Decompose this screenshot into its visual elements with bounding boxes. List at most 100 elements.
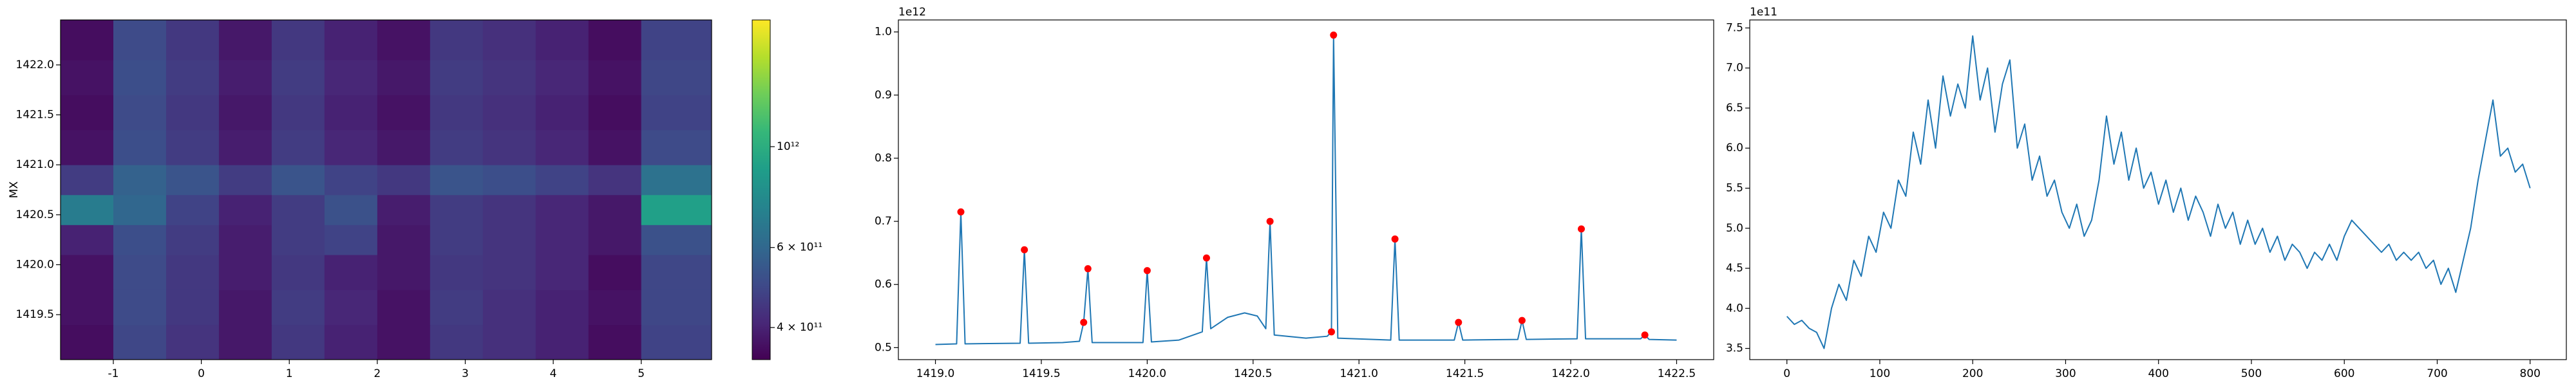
heatmap-cell (482, 324, 536, 360)
heatmap-cell (430, 194, 484, 225)
heatmap-cell (271, 225, 325, 255)
peak-marker (1327, 328, 1335, 336)
heatmap-cell (641, 129, 712, 165)
heatmap-cell (166, 95, 220, 131)
x-tick-label: 500 (2241, 367, 2262, 380)
heatmap-cell (113, 290, 167, 326)
heatmap-cell (324, 254, 378, 290)
heatmap-cell (324, 194, 378, 225)
heatmap-cell (61, 290, 114, 326)
heatmap-cell (588, 129, 642, 165)
heatmap-cell (166, 20, 220, 60)
heatmap-cell (218, 129, 272, 165)
heatmap-cell (641, 225, 712, 255)
heatmap-cell (535, 225, 589, 255)
x-tick-label: 200 (1962, 367, 1983, 380)
y-tick-label: 1421.0 (16, 158, 54, 171)
colorbar-tick-label: 6 × 10¹¹ (777, 241, 822, 254)
heatmap-cell (113, 165, 167, 196)
heatmap-cell (218, 95, 272, 131)
heatmap-cell (166, 225, 220, 255)
y-tick-label: 0.8 (875, 152, 892, 165)
heatmap-cell (535, 129, 589, 165)
x-tick-label: 700 (2427, 367, 2447, 380)
heatmap-cell (271, 194, 325, 225)
heatmap-cell (588, 60, 642, 95)
heatmap-cell (324, 60, 378, 95)
heatmap-cell (218, 225, 272, 255)
heatmap-cell (113, 254, 167, 290)
heatmap-cell (61, 95, 114, 131)
x-tick-label: 0 (198, 367, 205, 380)
heatmap-cell (641, 290, 712, 326)
heatmap-cell (324, 290, 378, 326)
heatmap-cell (166, 290, 220, 326)
peak-marker (957, 208, 965, 216)
peak-marker (1641, 331, 1649, 339)
x-tick-label: 0 (1783, 367, 1790, 380)
heatmap-cell (61, 254, 114, 290)
heatmap-cell (218, 20, 272, 60)
heatmap-cell (641, 95, 712, 131)
heatmap-cell (482, 194, 536, 225)
heatmap-cell (61, 324, 114, 360)
heatmap-cell (324, 129, 378, 165)
offset-text: 1e12 (898, 6, 926, 19)
heatmap-cell (271, 290, 325, 326)
heatmap-cell (377, 254, 431, 290)
heatmap-cell (218, 254, 272, 290)
data-line (1786, 35, 2531, 349)
peak-marker (1577, 225, 1585, 233)
heatmap-cell (482, 95, 536, 131)
y-tick-label: 5.0 (1726, 222, 1743, 235)
x-tick-label: 1419.0 (916, 367, 954, 380)
x-tick-label: 800 (2520, 367, 2541, 380)
y-axis-label: MX (8, 181, 21, 198)
heatmap-cell (271, 254, 325, 290)
heatmap-cell (641, 194, 712, 225)
colorbar-tick-label: 10¹² (777, 140, 799, 153)
heatmap-cell (482, 129, 536, 165)
y-tick-label: 0.6 (875, 278, 892, 291)
y-tick-label: 1420.0 (16, 258, 54, 271)
heatmap-cell (377, 20, 431, 60)
x-tick-label: 600 (2334, 367, 2354, 380)
offset-text: 1e11 (1750, 6, 1777, 19)
x-tick-label: 300 (2055, 367, 2076, 380)
axes-frame (60, 19, 712, 360)
heatmap-cell (535, 20, 589, 60)
y-tick-label: 1422.0 (16, 59, 54, 71)
heatmap-cell (588, 165, 642, 196)
peak-marker (1266, 217, 1274, 225)
x-tick-label: 1 (286, 367, 293, 380)
heatmap-cell (588, 225, 642, 255)
heatmap-cell (482, 225, 536, 255)
x-tick-label: 1420.5 (1234, 367, 1272, 380)
axes-frame (898, 19, 1714, 360)
heatmap-cell (61, 20, 114, 60)
y-tick-label: 3.5 (1726, 342, 1743, 355)
heatmap-cell (377, 324, 431, 360)
x-tick-label: 1422.0 (1551, 367, 1589, 380)
heatmap-cell (588, 324, 642, 360)
heatmap-cell (535, 324, 589, 360)
heatmap-cell (588, 194, 642, 225)
heatmap-cell (324, 324, 378, 360)
heatmap-cell (271, 20, 325, 60)
heatmap-cell (430, 20, 484, 60)
heatmap-cell (377, 60, 431, 95)
heatmap-cell (166, 129, 220, 165)
colorbar-tick-label: 4 × 10¹¹ (777, 321, 822, 334)
heatmap-cell (166, 254, 220, 290)
heatmap-cell (588, 20, 642, 60)
heatmap-cell (430, 290, 484, 326)
heatmap-cell (430, 129, 484, 165)
y-tick-label: 0.7 (875, 215, 892, 228)
x-tick-label: 400 (2148, 367, 2168, 380)
heatmap-cell (324, 95, 378, 131)
heatmap-cell (324, 20, 378, 60)
peak-marker (1518, 317, 1526, 324)
y-tick-label: 1420.5 (16, 208, 54, 221)
heatmap-cell (641, 20, 712, 60)
